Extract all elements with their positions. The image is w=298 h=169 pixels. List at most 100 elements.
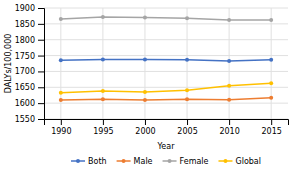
tick-mark [61,119,62,125]
tick-label: 2000 [135,127,155,136]
marker [185,88,189,92]
grid-line [271,8,272,119]
tick-mark [38,24,44,25]
grid-line [187,8,188,119]
tick-label: 2015 [261,127,281,136]
grid-line [44,103,288,104]
legend-marker [122,159,126,163]
marker [185,16,189,20]
marker [101,15,105,19]
legend-label: Female [180,157,209,166]
marker [143,57,147,61]
tick-mark [229,119,230,125]
marker [59,98,63,102]
grid-line [44,8,288,9]
marker [101,97,105,101]
marker [269,58,273,62]
chart: 1990 1995 2000 2005 2010 2015 1550 1600 1650 1700… [0,0,298,169]
tick: 2005 [177,119,197,136]
tick-label: 1750 [15,52,35,61]
marker [227,18,231,22]
marker [101,89,105,93]
legend-marker [168,159,172,163]
series-line [61,83,271,93]
tick: 1900 [15,4,44,13]
grid-line [44,55,288,56]
tick: 1850 [15,20,44,29]
tick: 1995 [93,119,113,136]
marker [59,91,63,95]
tick-mark [271,119,272,125]
legend-marker [223,159,227,163]
tick: 2000 [135,119,155,136]
plot: 1990 1995 2000 2005 2010 2015 1550 1600 1650 1700… [15,4,289,136]
tick-label: 1550 [15,115,35,124]
grid-line [229,8,230,119]
marker [269,96,273,100]
tick-label: 1850 [15,20,35,29]
tick: 2015 [261,119,281,136]
tick: 1550 [15,115,44,124]
grid-line [102,8,103,119]
marker [143,98,147,102]
legend: Both Male Female Global [71,157,261,166]
tick-label: 1995 [93,127,113,136]
marker [185,97,189,101]
tick-label: 1650 [15,83,35,92]
tick: 1800 [15,36,44,45]
tick-mark [38,71,44,72]
tick: 2010 [219,119,239,136]
tick-mark [187,119,188,125]
tick-label: 2010 [219,127,239,136]
marker [227,84,231,88]
axis-line [38,9,45,120]
tick-mark [38,8,44,9]
legend-item: Both [71,157,107,166]
tick: 1990 [51,119,71,136]
tick: 1650 [15,83,44,92]
tick-mark [38,119,44,120]
grid-line [44,87,288,88]
grid-line [44,71,288,72]
x-axis: 1990 1995 2000 2005 2010 2015 [45,119,289,136]
tick-mark [38,40,44,41]
x-axis-title: Year [157,142,176,151]
marker [227,98,231,102]
y-axis: 1550 1600 1650 1700 1750 1800 1850 1900 [15,4,45,124]
legend-marker [76,159,80,163]
marker [59,58,63,62]
marker [269,81,273,85]
legend-label: Male [134,157,153,166]
tick: 1700 [15,67,44,76]
marker [59,17,63,21]
legend-label: Both [88,157,107,166]
legend-item: Female [163,157,209,166]
tick-mark [145,119,146,125]
grid-line [44,39,288,40]
marker [101,57,105,61]
grid-line [60,8,61,119]
tick-label: 1800 [15,36,35,45]
tick-mark [38,103,44,104]
tick-mark [103,119,104,125]
series-line [61,17,271,20]
tick-label: 1900 [15,4,35,13]
tick: 1600 [15,99,44,108]
legend-item: Global [218,157,261,166]
grid-line [44,23,288,24]
tick-mark [38,87,44,88]
tick-label: 2005 [177,127,197,136]
series-line [61,59,271,61]
marker [185,58,189,62]
series-line [61,98,271,100]
grid [44,8,288,119]
axis-line [45,120,289,126]
marker [269,18,273,22]
legend-item: Male [117,157,153,166]
tick-mark [38,56,44,57]
marker [143,16,147,20]
y-axis-title: DALYs/100,000 [4,34,13,94]
tick-label: 1600 [15,99,35,108]
marks [59,15,273,102]
tick-label: 1990 [51,127,71,136]
